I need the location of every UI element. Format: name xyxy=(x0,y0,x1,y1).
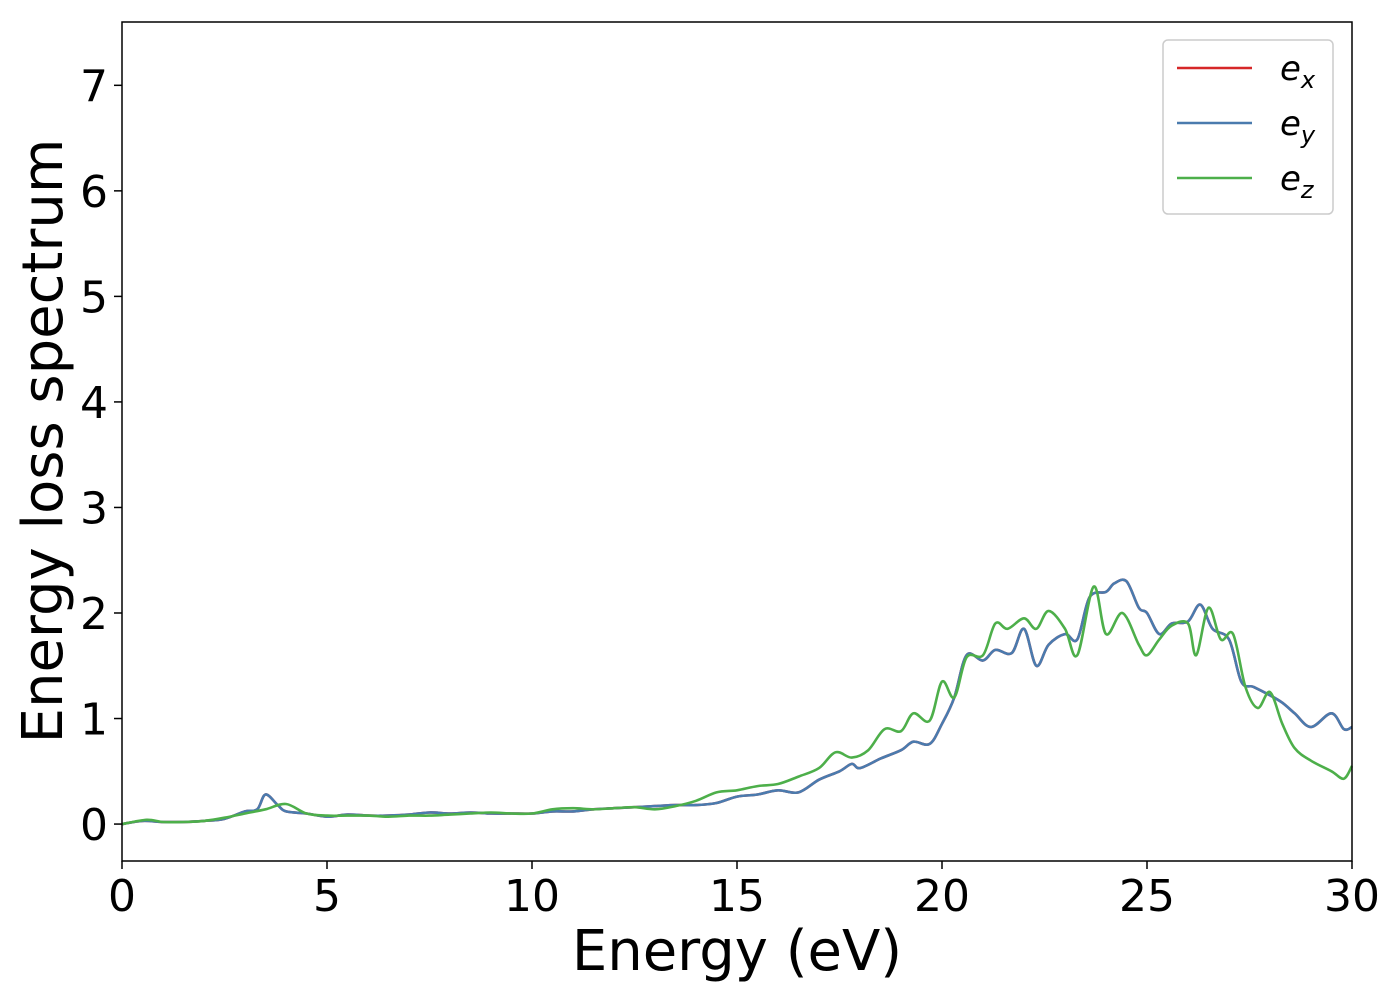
x-axis-title: Energy (eV) xyxy=(572,919,902,984)
x-tick-label: 0 xyxy=(108,871,136,922)
plot-background xyxy=(122,22,1352,861)
y-axis-title: Energy loss spectrum xyxy=(11,139,76,744)
legend-label-base: e xyxy=(1280,104,1301,144)
y-tick-label: 2 xyxy=(80,589,108,640)
legend-label: ey xyxy=(1280,104,1316,149)
y-tick-label: 5 xyxy=(80,272,108,323)
series-line-e-z xyxy=(121,585,1354,826)
y-tick-label: 7 xyxy=(80,61,108,112)
legend-label: ex xyxy=(1280,49,1316,94)
legend-label: ez xyxy=(1280,159,1315,204)
legend-label-subscript: z xyxy=(1300,176,1315,204)
x-tick-label: 30 xyxy=(1324,871,1380,922)
y-tick-label: 0 xyxy=(80,800,108,851)
y-tick-label: 3 xyxy=(80,483,108,534)
legend-label-base: e xyxy=(1280,49,1301,89)
x-tick-label: 10 xyxy=(504,871,560,922)
y-axis-ticks: 0 1 2 3 4 5 6 7 xyxy=(80,61,122,851)
x-tick-label: 5 xyxy=(313,871,341,922)
y-tick-label: 6 xyxy=(80,167,108,218)
x-tick-label: 15 xyxy=(709,871,765,922)
x-tick-label: 20 xyxy=(914,871,970,922)
x-axis-ticks: 0 5 10 15 20 25 30 xyxy=(108,861,1380,922)
x-tick-label: 25 xyxy=(1119,871,1175,922)
legend-label-subscript: x xyxy=(1300,66,1316,94)
y-tick-label: 4 xyxy=(80,378,108,429)
y-tick-label: 1 xyxy=(80,695,108,746)
legend-label-base: e xyxy=(1280,159,1301,199)
series-layer xyxy=(121,578,1354,826)
legend-box xyxy=(1162,39,1334,215)
legend-label-subscript: y xyxy=(1300,121,1316,149)
